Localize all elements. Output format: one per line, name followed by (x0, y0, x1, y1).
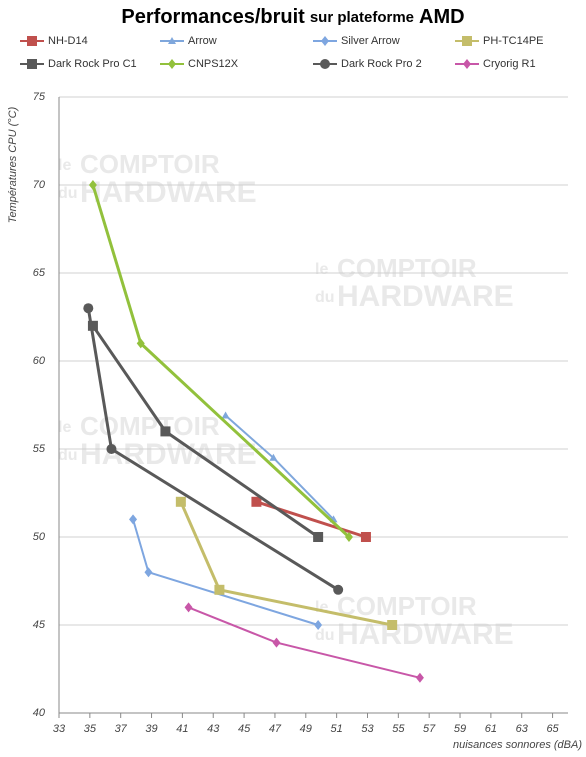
y-tick-label: 40 (33, 707, 46, 719)
marker (129, 514, 138, 525)
marker (320, 59, 330, 69)
marker (184, 602, 193, 613)
marker (269, 453, 278, 461)
x-tick-label: 35 (84, 723, 97, 735)
legend-entry: NH-D14 (20, 35, 88, 47)
y-tick-label: 60 (33, 355, 46, 367)
legend-label: Cryorig R1 (483, 58, 536, 70)
legend-label: Silver Arrow (341, 35, 400, 47)
watermark-text: du (58, 447, 78, 464)
legend-label: Dark Rock Pro C1 (48, 58, 137, 70)
watermark-text: HARDWARE (337, 618, 514, 651)
legend-entry: Silver Arrow (313, 35, 400, 47)
x-tick-label: 37 (115, 723, 128, 735)
marker (360, 532, 371, 542)
watermark-text: le (315, 261, 328, 278)
x-tick-label: 47 (269, 723, 282, 735)
legend-entry: Dark Rock Pro 2 (313, 58, 422, 70)
x-tick-label: 59 (454, 723, 466, 735)
watermark-text: COMPTOIR (337, 253, 477, 283)
watermark-text: du (315, 627, 335, 644)
watermark-text: du (58, 185, 78, 202)
x-tick-label: 63 (516, 723, 529, 735)
x-tick-label: 53 (361, 723, 374, 735)
x-tick-label: 57 (423, 723, 436, 735)
marker (88, 180, 97, 190)
title-part: AMD (419, 6, 465, 28)
watermark-text: le (58, 419, 71, 436)
title-part: sur plateforme (310, 9, 414, 26)
y-tick-label: 75 (33, 91, 46, 103)
marker (462, 36, 472, 46)
marker (313, 532, 324, 542)
legend-label: CNPS12X (188, 58, 239, 70)
chart-title: Performances/bruit sur plateforme AMD (121, 6, 464, 28)
marker (168, 59, 176, 69)
y-tick-label: 70 (33, 179, 46, 191)
marker (251, 496, 262, 507)
x-tick-label: 55 (392, 723, 405, 735)
x-tick-label: 41 (176, 723, 188, 735)
marker (144, 567, 153, 578)
x-tick-label: 65 (546, 723, 559, 735)
legend-label: Dark Rock Pro 2 (341, 58, 422, 70)
legend-entry: Arrow (160, 35, 217, 47)
legend-label: NH-D14 (48, 35, 88, 47)
legend-label: Arrow (188, 35, 217, 47)
watermark-text: HARDWARE (80, 176, 257, 209)
x-tick-label: 51 (331, 723, 343, 735)
x-axis-label: nuisances sonnores (dBA) (453, 739, 582, 751)
x-tick-label: 39 (145, 723, 157, 735)
marker (214, 584, 225, 595)
marker (314, 620, 323, 630)
marker (272, 637, 281, 648)
series-line (132, 519, 319, 626)
x-tick-label: 61 (485, 723, 497, 735)
y-tick-label: 65 (33, 267, 46, 279)
marker (27, 59, 37, 69)
marker (83, 303, 94, 314)
marker (136, 338, 145, 349)
marker (168, 37, 176, 44)
y-axis-label: Températures CPU (°C) (7, 106, 19, 223)
watermark-text: du (315, 289, 335, 306)
x-tick-label: 33 (53, 723, 66, 735)
watermark-text: COMPTOIR (80, 411, 220, 441)
legend-entry: CNPS12X (160, 58, 239, 70)
watermark-text: le (315, 599, 328, 616)
legend-entry: Dark Rock Pro C1 (20, 58, 137, 70)
legend-entry: Cryorig R1 (455, 58, 536, 70)
watermark-text: COMPTOIR (80, 149, 220, 179)
marker (27, 36, 37, 46)
watermark-text: HARDWARE (80, 438, 257, 471)
marker (387, 620, 398, 630)
marker (333, 584, 344, 595)
legend-entry: PH-TC14PE (455, 35, 544, 47)
x-tick-label: 45 (238, 723, 251, 735)
y-tick-label: 55 (33, 443, 46, 455)
marker (87, 320, 98, 331)
y-tick-label: 45 (33, 619, 46, 631)
watermark-text: HARDWARE (337, 280, 514, 313)
legend-label: PH-TC14PE (483, 35, 544, 47)
marker (160, 426, 171, 437)
title-part: Performances/bruit (121, 6, 305, 28)
marker (415, 672, 424, 683)
watermark-text: le (58, 157, 71, 174)
marker (106, 444, 117, 454)
y-tick-label: 50 (33, 531, 46, 543)
marker (175, 496, 186, 507)
x-tick-label: 49 (300, 723, 312, 735)
marker (221, 411, 230, 419)
marker (463, 59, 471, 69)
marker (344, 532, 353, 542)
marker (321, 36, 329, 46)
x-tick-label: 43 (207, 723, 220, 735)
watermark-text: COMPTOIR (337, 591, 477, 621)
